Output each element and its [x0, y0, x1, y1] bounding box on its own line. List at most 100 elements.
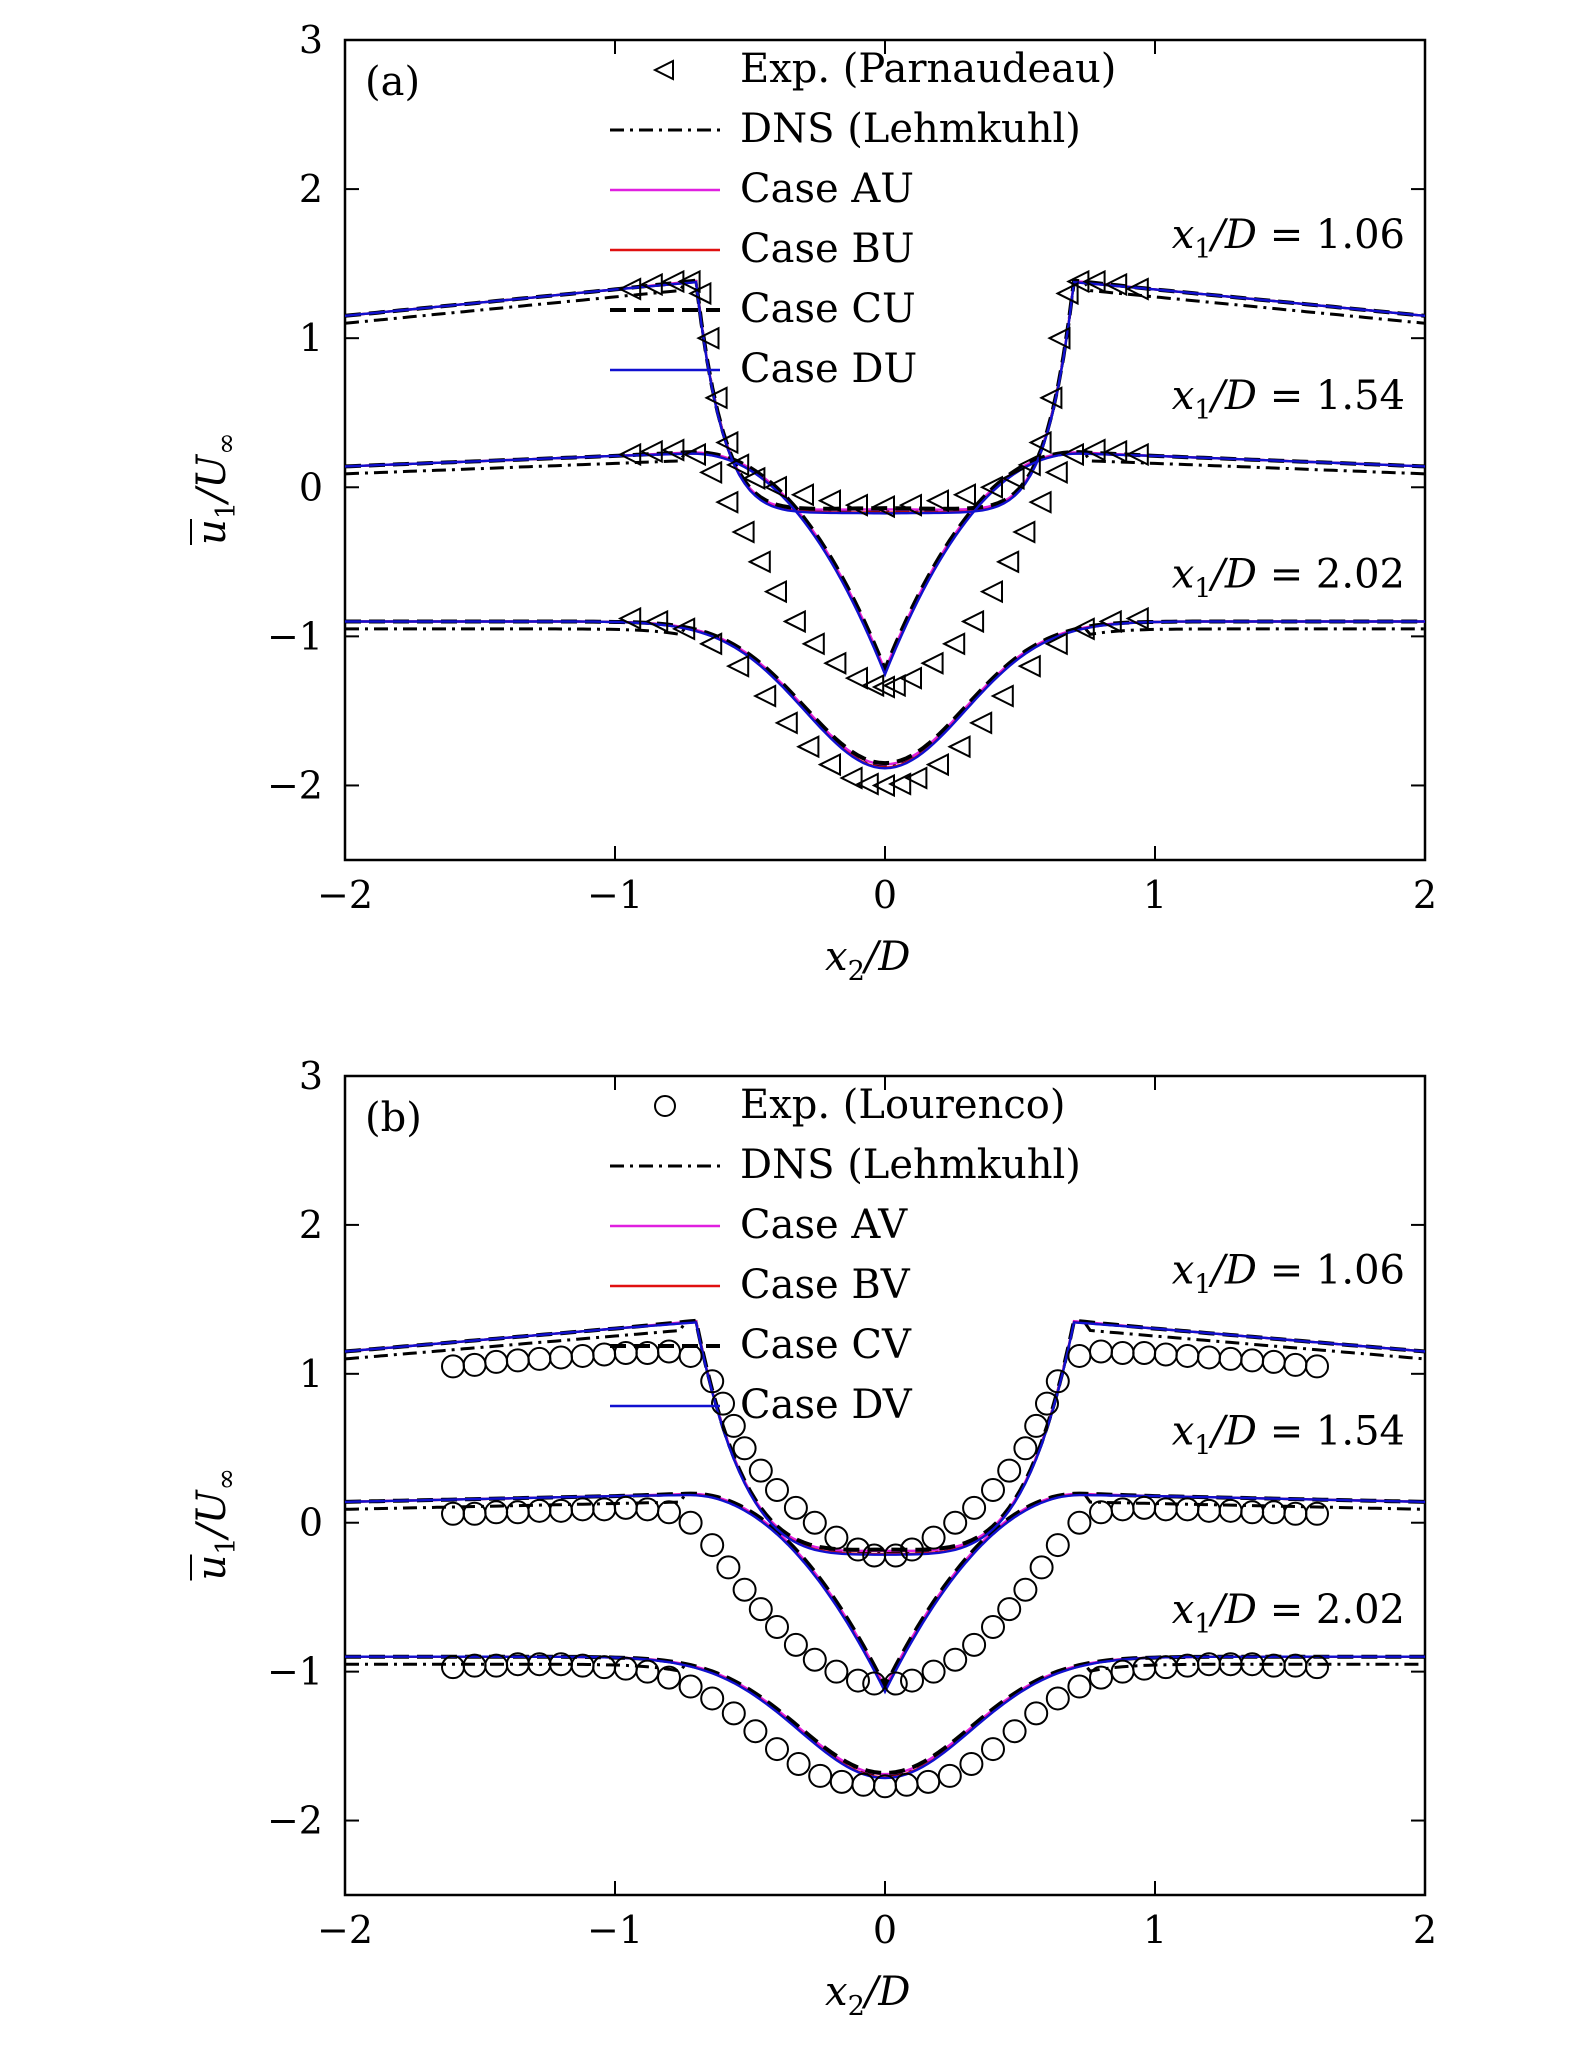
- exp-point: [1066, 269, 1090, 294]
- x-tick-label: −1: [587, 1908, 643, 1952]
- exp-point: [1017, 453, 1041, 477]
- exp-point: [725, 453, 750, 477]
- exp-point: [1017, 654, 1041, 678]
- exp-point: [592, 1655, 617, 1680]
- plot-area: [345, 269, 1425, 798]
- exp-point: [1175, 1497, 1200, 1522]
- exp-point: [1197, 1345, 1221, 1370]
- legend-entry: Exp. (Parnaudeau): [740, 46, 1116, 92]
- exp-point: [782, 609, 806, 634]
- legend-marker: [654, 1095, 676, 1117]
- y-tick-label: 0: [299, 465, 323, 509]
- exp-point: [947, 735, 971, 759]
- exp-point: [678, 1510, 703, 1535]
- y-axis-label-text: u1/U∞: [189, 1468, 242, 1581]
- exp-point: [979, 475, 1003, 499]
- exp-point: [698, 460, 723, 484]
- exp-point: [1110, 1340, 1135, 1365]
- exp-point: [763, 475, 787, 499]
- legend-entry: Exp. (Lourenco): [740, 1082, 1065, 1128]
- exp-point: [846, 1537, 870, 1562]
- x-tick-label: 1: [1143, 873, 1167, 917]
- exp-point: [1045, 1369, 1070, 1394]
- exp-point: [752, 684, 777, 708]
- exp-point: [817, 489, 841, 513]
- exp-point: [743, 1719, 768, 1744]
- exp-point: [962, 1495, 987, 1520]
- exp-point: [941, 632, 966, 656]
- series-line-case-cv: [345, 1654, 1425, 1775]
- x-tick-label: 0: [873, 1908, 897, 1952]
- y-tick-label: 0: [299, 1501, 323, 1545]
- exp-point: [765, 1614, 789, 1639]
- y-tick-label: 3: [299, 18, 323, 62]
- exp-point: [979, 580, 1003, 604]
- exp-point: [871, 675, 895, 699]
- exp-point: [715, 430, 739, 455]
- exp-point: [1028, 430, 1052, 455]
- y-tick-label: −1: [267, 1650, 323, 1694]
- series-line-case-bv: [345, 1655, 1425, 1779]
- legend-entry: Case AV: [740, 1202, 908, 1248]
- exp-point: [1028, 490, 1052, 514]
- legend-entry: Case AU: [740, 166, 914, 212]
- exp-point: [1098, 609, 1122, 634]
- exp-point: [1103, 439, 1128, 464]
- exp-point: [883, 1543, 908, 1568]
- exp-point: [1153, 1497, 1178, 1522]
- exp-point: [824, 1659, 849, 1684]
- exp-point: [981, 1614, 1005, 1639]
- exp-point: [839, 766, 863, 790]
- exp-point: [617, 277, 642, 301]
- exp-point: [678, 1343, 703, 1368]
- exp-point: [657, 1500, 681, 1525]
- series-line-dns-lehmkuhl-: [345, 1662, 1425, 1778]
- exp-point: [1175, 1343, 1200, 1368]
- exp-point: [677, 269, 701, 294]
- exp-point: [808, 1763, 833, 1788]
- exp-point: [1071, 617, 1095, 641]
- exp-point: [1013, 1577, 1038, 1602]
- exp-point: [1047, 326, 1071, 350]
- x-tick-label: −2: [317, 1908, 373, 1952]
- x-tick-label: 2: [1413, 873, 1437, 917]
- exp-point: [1153, 1655, 1178, 1680]
- exp-point: [462, 1352, 487, 1377]
- y-tick-label: 1: [299, 1352, 323, 1396]
- exp-point: [1044, 632, 1068, 656]
- exp-point: [441, 1354, 465, 1379]
- exp-point: [617, 442, 642, 467]
- exp-point: [765, 1477, 789, 1502]
- exp-point: [505, 1348, 530, 1373]
- exp-point: [960, 609, 985, 634]
- panel-b: −2 −1 0 1 2 −2 −1 0 1 2 3 x2/D u1/U∞ (b) x1/D = 1.06 x1…: [189, 1054, 1437, 2022]
- series-line-dns-lehmkuhl-: [345, 1492, 1425, 1693]
- exp-point: [700, 1369, 725, 1394]
- exp-point: [1082, 438, 1106, 462]
- exp-point: [657, 1339, 681, 1364]
- exp-point: [635, 1659, 660, 1684]
- exp-point: [887, 772, 912, 796]
- exp-point: [711, 1391, 735, 1416]
- exp-point: [1024, 1701, 1049, 1726]
- exp-point: [671, 617, 696, 641]
- exp-point: [549, 1498, 573, 1523]
- exp-point: [613, 1495, 638, 1520]
- exp-point: [748, 1597, 773, 1622]
- plot-frame: [343, 1074, 1427, 1897]
- exp-point: [1089, 1665, 1113, 1690]
- panel-a: −2 −1 0 1 2 −2 −1 0 1 2 3 x2/D u1/U∞ (a) x1/D = 1.06 x1…: [189, 18, 1437, 987]
- y-tick-label: 2: [299, 167, 323, 211]
- exp-point: [959, 1751, 984, 1776]
- plot-frame: [343, 38, 1427, 862]
- station-label: x1/D = 2.02: [1172, 552, 1405, 605]
- exp-point: [1132, 1495, 1157, 1520]
- exp-point: [921, 1525, 946, 1550]
- plot-area: [345, 1318, 1425, 1799]
- exp-point: [644, 609, 669, 634]
- exp-point: [715, 490, 739, 514]
- exp-point: [1001, 466, 1025, 490]
- exp-point: [898, 493, 922, 517]
- x-tick-label: 0: [873, 873, 897, 917]
